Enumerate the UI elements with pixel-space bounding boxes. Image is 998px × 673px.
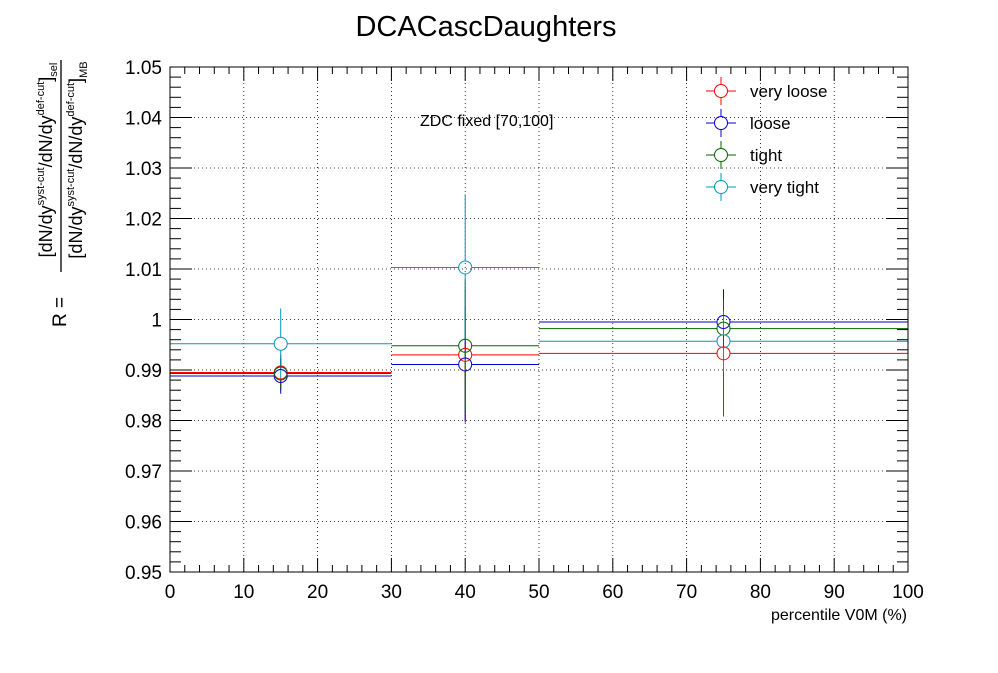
x-tick-label: 100 [892,582,924,603]
error-bars [280,194,724,423]
marker-loose-1 [458,357,473,372]
y-tick-label: 0.98 [125,412,162,433]
y-tick-label: 0.99 [125,361,162,382]
num-close: ] [36,77,56,82]
y-tick-label: 1.03 [125,159,162,180]
marker-very-loose-2 [716,346,731,361]
x-tick-label: 0 [165,582,176,603]
num-slash: / [36,162,56,167]
markers [273,260,731,384]
chart-title: DCACascDaughters [355,11,616,43]
den-dndy-2: dN/dy [66,117,86,164]
bin-lines [170,266,908,377]
y-tick-label: 1.05 [125,58,162,79]
x-tick-label: 40 [455,582,476,603]
y-ticks: 0.95 0.96 0.97 0.98 0.99 1 1.01 1.02 1.03 1.04 1.0… [125,58,908,584]
x-axis-label: percentile V0M (%) [771,607,907,624]
y-tick-label: 1.02 [125,210,162,231]
y-tick-label: 1.01 [125,260,162,281]
num-dndy-2: dN/dy [36,115,56,162]
x-tick-label: 50 [528,582,549,603]
x-tick-label: 30 [381,582,402,603]
marker-tight-0 [273,366,288,381]
num-dndy-1: dN/dy [36,205,56,252]
x-tick-label: 60 [602,582,623,603]
den-close: ] [66,78,86,83]
legend-label-very-loose: very loose [750,82,827,101]
y-tick-label: 0.95 [125,563,162,584]
y-tick-label: 1.04 [125,109,162,130]
legend-label-very-tight: very tight [750,178,819,197]
y-tick-label: 0.97 [125,462,162,483]
grid [170,67,908,572]
num-sel: sel [48,63,60,77]
marker-very-loose-1 [458,347,473,362]
marker-very-tight-1 [458,260,473,275]
den-dndy-1: dN/dy [66,207,86,254]
x-tick-label: 90 [824,582,845,603]
x-ticks: 0 10 20 30 40 50 60 70 80 90 100 [165,67,924,603]
marker-tight-1 [458,338,473,353]
den-mb: MB [78,61,90,78]
num-syst: syst-cut [35,167,47,205]
legend: very loose loose tight very tight [706,77,827,201]
marker-loose-2 [716,315,731,330]
x-tick-label: 10 [233,582,254,603]
legend-label-tight: tight [750,146,782,165]
den-def: def-cut [65,83,77,117]
y-label-prefix: R = [50,297,71,327]
legend-marker-very-tight [714,180,728,194]
y-tick-label: 1 [151,311,162,332]
num-def: def-cut [35,82,47,116]
legend-marker-tight [714,148,728,162]
annotation-zdc: ZDC fixed [70,100] [420,113,553,130]
x-tick-label: 20 [307,582,328,603]
legend-label-loose: loose [750,114,791,133]
marker-very-tight-0 [273,336,288,351]
legend-marker-loose [714,116,728,130]
x-tick-label: 80 [750,582,771,603]
den-slash: / [66,164,86,169]
marker-very-tight-2 [716,334,731,349]
den-syst: syst-cut [65,169,77,207]
x-tick-label: 70 [676,582,697,603]
y-tick-label: 0.96 [125,513,162,534]
legend-marker-very-loose [714,84,728,98]
